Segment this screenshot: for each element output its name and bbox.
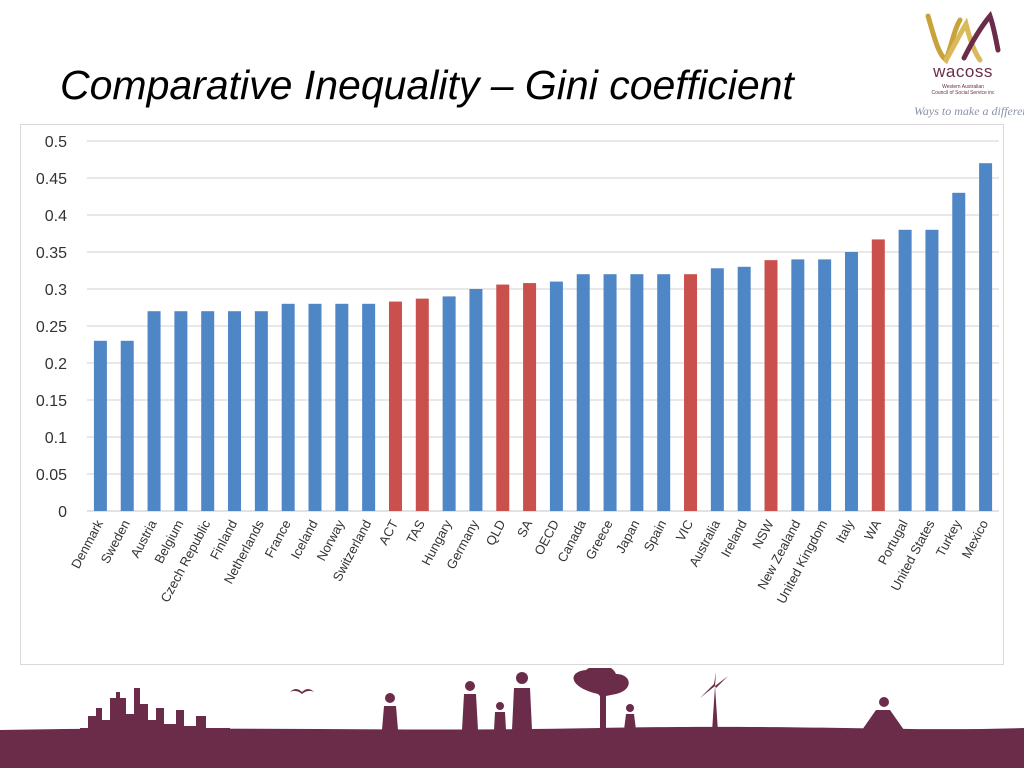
bar-turkey	[952, 192, 966, 512]
gini-bar-chart: 0 0.05 0.1 0.15 0.2 0.25 0.3 0.35 0.4 0.45 0.5 Den…	[36, 134, 999, 606]
bar-spain	[657, 274, 671, 511]
wacoss-logo-mark-icon	[925, 10, 1001, 65]
x-tick-label: Mexico	[959, 517, 992, 560]
logo-subtitle-line1: Western Australian	[942, 84, 984, 90]
bar-united-kingdom	[818, 259, 832, 511]
wind-turbine-silhouette	[700, 672, 728, 732]
bar-iceland	[308, 303, 322, 511]
bar-czech-republic	[201, 311, 215, 511]
person-silhouette	[385, 693, 395, 703]
y-tick-label: 0.05	[36, 467, 67, 484]
bar-tas	[415, 298, 429, 511]
bar-new-zealand	[791, 259, 805, 511]
bar-portugal	[898, 229, 912, 512]
x-tick-label: Spain	[641, 517, 670, 553]
y-tick-label: 0.35	[36, 245, 67, 262]
walker-silhouette	[626, 704, 634, 712]
logo-name: wacoss	[933, 62, 993, 81]
bar-finland	[228, 311, 242, 511]
y-tick-label: 0.25	[36, 319, 67, 336]
bird-silhouette	[290, 689, 314, 694]
logo-tagline: Ways to make a difference	[914, 104, 1024, 118]
footer-band	[0, 732, 1024, 768]
y-axis-ticks: 0 0.05 0.1 0.15 0.2 0.25 0.3 0.35 0.4 0.45 0.5	[36, 134, 67, 521]
bar-ireland	[737, 266, 751, 511]
x-tick-label: QLD	[483, 517, 509, 548]
bar-germany	[469, 289, 483, 511]
x-tick-label: VIC	[673, 517, 696, 543]
x-tick-label: Denmark	[68, 517, 106, 571]
bar-france	[281, 303, 295, 511]
y-tick-label: 0.4	[45, 208, 67, 225]
bar-sa	[523, 283, 537, 511]
bar-wa	[871, 239, 885, 512]
bar-canada	[576, 274, 590, 511]
x-tick-label: ACT	[376, 517, 401, 547]
bar-nsw	[764, 260, 778, 511]
bar-oecd	[549, 281, 563, 511]
x-tick-label: Italy	[833, 517, 858, 546]
gridlines	[87, 140, 999, 512]
chart-frame: 0 0.05 0.1 0.15 0.2 0.25 0.3 0.35 0.4 0.45 0.5 Den…	[20, 124, 1004, 665]
bar-australia	[710, 268, 724, 511]
y-tick-label: 0.3	[45, 282, 67, 299]
bars	[93, 163, 993, 512]
y-tick-label: 0.5	[45, 134, 67, 151]
bar-austria	[147, 311, 161, 511]
y-tick-label: 0.1	[45, 430, 67, 447]
bar-united-states	[925, 229, 939, 512]
bar-vic	[684, 274, 698, 511]
family-silhouette-adult-2	[516, 672, 528, 684]
y-tick-label: 0.2	[45, 356, 67, 373]
bar-sweden	[120, 340, 134, 511]
slide-title: Comparative Inequality – Gini coefficien…	[60, 62, 794, 108]
footer-silhouette-banner	[0, 668, 1024, 768]
bar-greece	[603, 274, 617, 511]
x-tick-label: Japan	[613, 517, 643, 555]
bar-denmark	[93, 340, 107, 511]
bar-netherlands	[254, 311, 268, 511]
x-tick-label: Ireland	[718, 517, 750, 559]
city-skyline-silhouette	[80, 688, 230, 734]
bar-japan	[630, 274, 644, 511]
x-tick-label: SA	[514, 517, 536, 540]
bar-belgium	[174, 311, 188, 511]
bar-italy	[844, 252, 858, 511]
bar-qld	[496, 284, 510, 511]
tree-silhouette	[573, 668, 629, 730]
bar-norway	[335, 303, 349, 511]
bar-mexico	[979, 163, 993, 511]
seated-person-silhouette	[879, 697, 889, 707]
bar-act	[388, 301, 402, 511]
logo-subtitle-line2: Council of Social Service inc	[931, 90, 995, 96]
x-tick-label: WA	[861, 517, 884, 542]
y-tick-label: 0.15	[36, 393, 67, 410]
family-silhouette-adult-1	[465, 681, 475, 691]
bar-hungary	[442, 296, 456, 511]
family-silhouette-child	[496, 702, 504, 710]
x-tick-label: TAS	[403, 517, 428, 546]
x-tick-label: NSW	[749, 517, 777, 551]
bar-switzerland	[362, 303, 376, 511]
y-tick-label: 0	[58, 504, 67, 521]
wacoss-logo: wacoss Western Australian Council of Soc…	[906, 10, 1024, 135]
y-tick-label: 0.45	[36, 171, 67, 188]
